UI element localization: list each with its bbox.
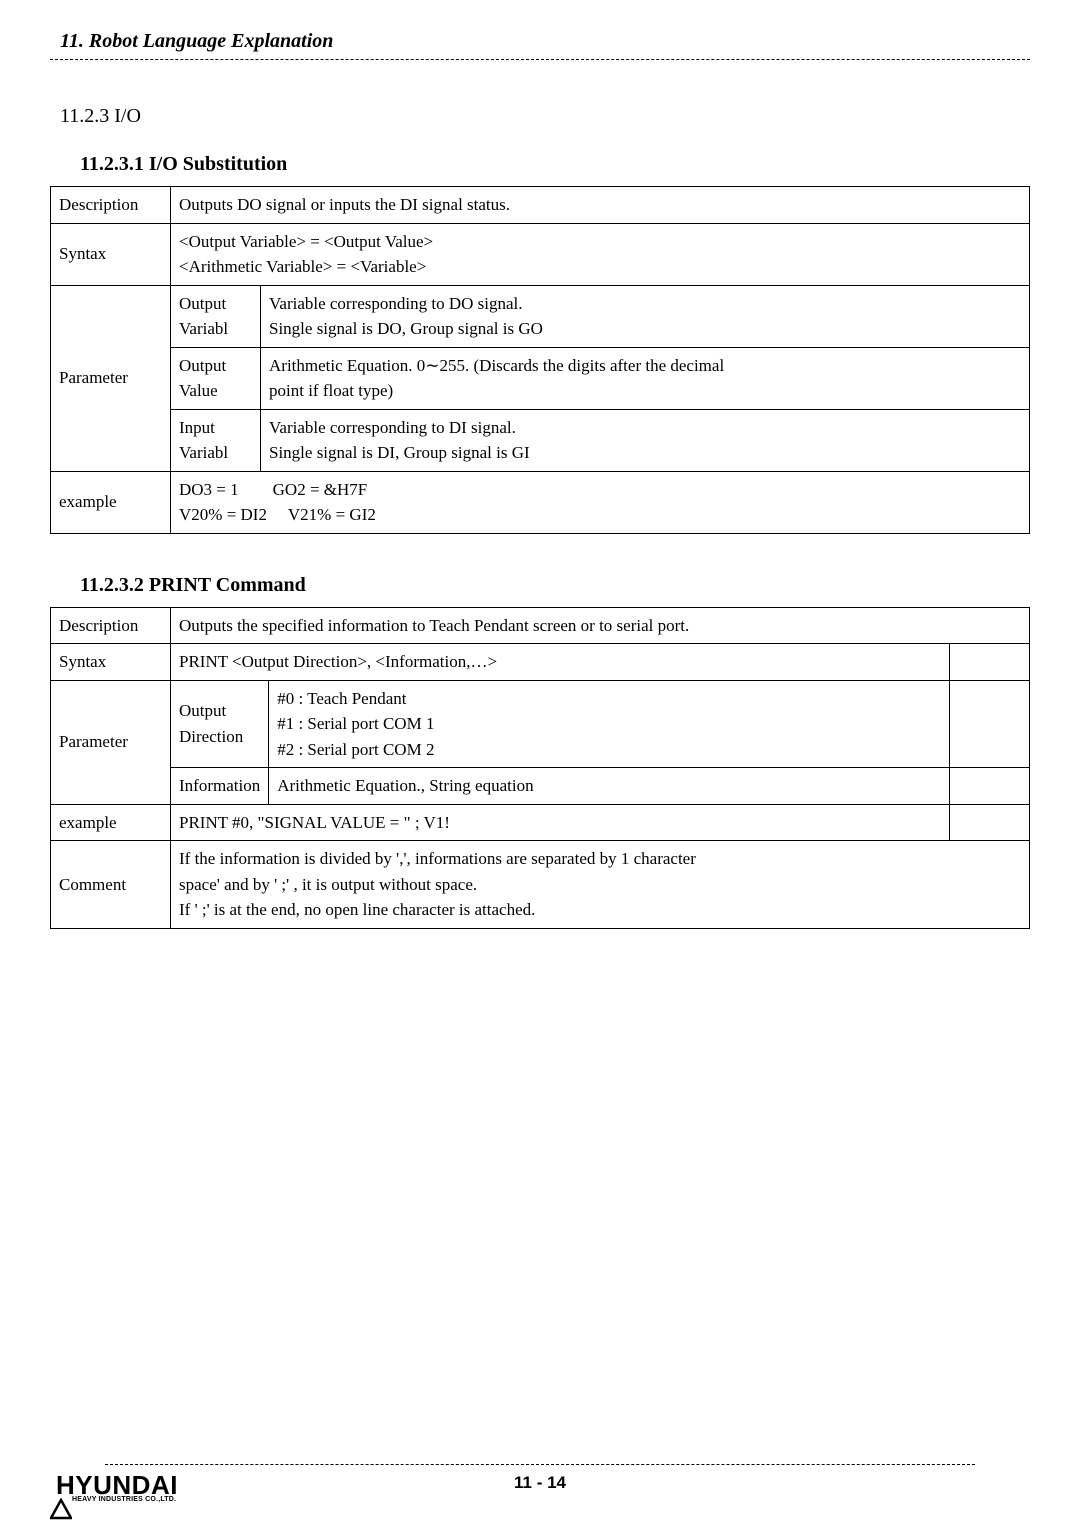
text-line: If ' ;' is at the end, no open line char… [179,900,535,919]
page-number: 11 - 14 [50,1473,1030,1493]
text-line: #0 : Teach Pendant [277,689,406,708]
table-row: Output Value Arithmetic Equation. 0∼255.… [51,347,1030,409]
cell-value: Arithmetic Equation. 0∼255. (Discards th… [261,347,1030,409]
cell-label: Comment [51,841,171,929]
table-row: example DO3 = 1 GO2 = &H7F V20% = DI2 V2… [51,471,1030,533]
table-row: Parameter Output Variabl Variable corres… [51,285,1030,347]
cell-label: Description [51,607,171,644]
cell-sub: Output Value [171,347,261,409]
cell-value: <Output Variable> = <Output Value> <Arit… [171,223,1030,285]
table-row: Information Arithmetic Equation., String… [51,768,1030,805]
cell-label: Syntax [51,223,171,285]
cell-value: PRINT <Output Direction>, <Information,…… [171,644,950,681]
table-row: Comment If the information is divided by… [51,841,1030,929]
cell-label: Syntax [51,644,171,681]
table-row: Input Variabl Variable corresponding to … [51,409,1030,471]
cell-sub: Output Variabl [171,285,261,347]
text-line: If the information is divided by ',', in… [179,849,696,868]
cell-label: Description [51,187,171,224]
text-line: point if float type) [269,381,393,400]
syntax-line: <Output Variable> = <Output Value> [179,232,433,251]
cell-value: Variable corresponding to DO signal. Sin… [261,285,1030,347]
syntax-line: <Arithmetic Variable> = <Variable> [179,257,426,276]
header-rule [50,59,1030,60]
table-row: Description Outputs the specified inform… [51,607,1030,644]
cell-value: If the information is divided by ',', in… [171,841,1030,929]
table-row: Parameter Output Direction #0 : Teach Pe… [51,680,1030,768]
cell-value: Arithmetic Equation., String equation [269,768,950,805]
footer: 11 - 14 [50,1464,1030,1493]
cell-value: Variable corresponding to DI signal. Sin… [261,409,1030,471]
text-line: V20% = DI2 V21% = GI2 [179,505,376,524]
text-line: #2 : Serial port COM 2 [277,740,434,759]
text-line: space' and by ' ;' , it is output withou… [179,875,477,894]
cell-value: #0 : Teach Pendant #1 : Serial port COM … [269,680,950,768]
cell-label: example [51,471,171,533]
logo: HYUNDAI HEAVY INDUSTRIES CO.,LTD. [50,1472,178,1503]
cell-label: Parameter [51,285,171,471]
text-line: #1 : Serial port COM 1 [277,714,434,733]
cell-empty [950,644,1030,681]
text-line: Single signal is DI, Group signal is GI [269,443,530,462]
table-row: Syntax <Output Variable> = <Output Value… [51,223,1030,285]
footer-rule [105,1464,975,1465]
logo-text: HYUNDAI [56,1472,178,1498]
table-print-command: Description Outputs the specified inform… [50,607,1030,929]
cell-value: Outputs DO signal or inputs the DI signa… [171,187,1030,224]
section-number: 11.2.3 I/O [60,105,1030,128]
text-line: DO3 = 1 GO2 = &H7F [179,480,367,499]
cell-sub: Information [171,768,269,805]
table-row: example PRINT #0, "SIGNAL VALUE = " ; V1… [51,804,1030,841]
text-line: Variable corresponding to DI signal. [269,418,516,437]
cell-label: Parameter [51,680,171,804]
cell-empty [950,680,1030,768]
subsection-title-1: 11.2.3.1 I/O Substitution [80,153,1030,176]
cell-sub: Output Direction [171,680,269,768]
text-line: Arithmetic Equation. 0∼255. (Discards th… [269,356,724,375]
logo-subtext: HEAVY INDUSTRIES CO.,LTD. [72,1496,178,1503]
cell-empty [950,768,1030,805]
cell-sub: Input Variabl [171,409,261,471]
cell-value: Outputs the specified information to Tea… [171,607,1030,644]
text-line: Single signal is DO, Group signal is GO [269,319,543,338]
table-row: Description Outputs DO signal or inputs … [51,187,1030,224]
table-row: Syntax PRINT <Output Direction>, <Inform… [51,644,1030,681]
subsection-title-2: 11.2.3.2 PRINT Command [80,574,1030,597]
table-io-substitution: Description Outputs DO signal or inputs … [50,186,1030,534]
cell-label: example [51,804,171,841]
text-line: Variable corresponding to DO signal. [269,294,523,313]
cell-value: PRINT #0, "SIGNAL VALUE = " ; V1! [171,804,950,841]
cell-value: DO3 = 1 GO2 = &H7F V20% = DI2 V21% = GI2 [171,471,1030,533]
cell-empty [950,804,1030,841]
chapter-title: 11. Robot Language Explanation [50,30,1030,53]
